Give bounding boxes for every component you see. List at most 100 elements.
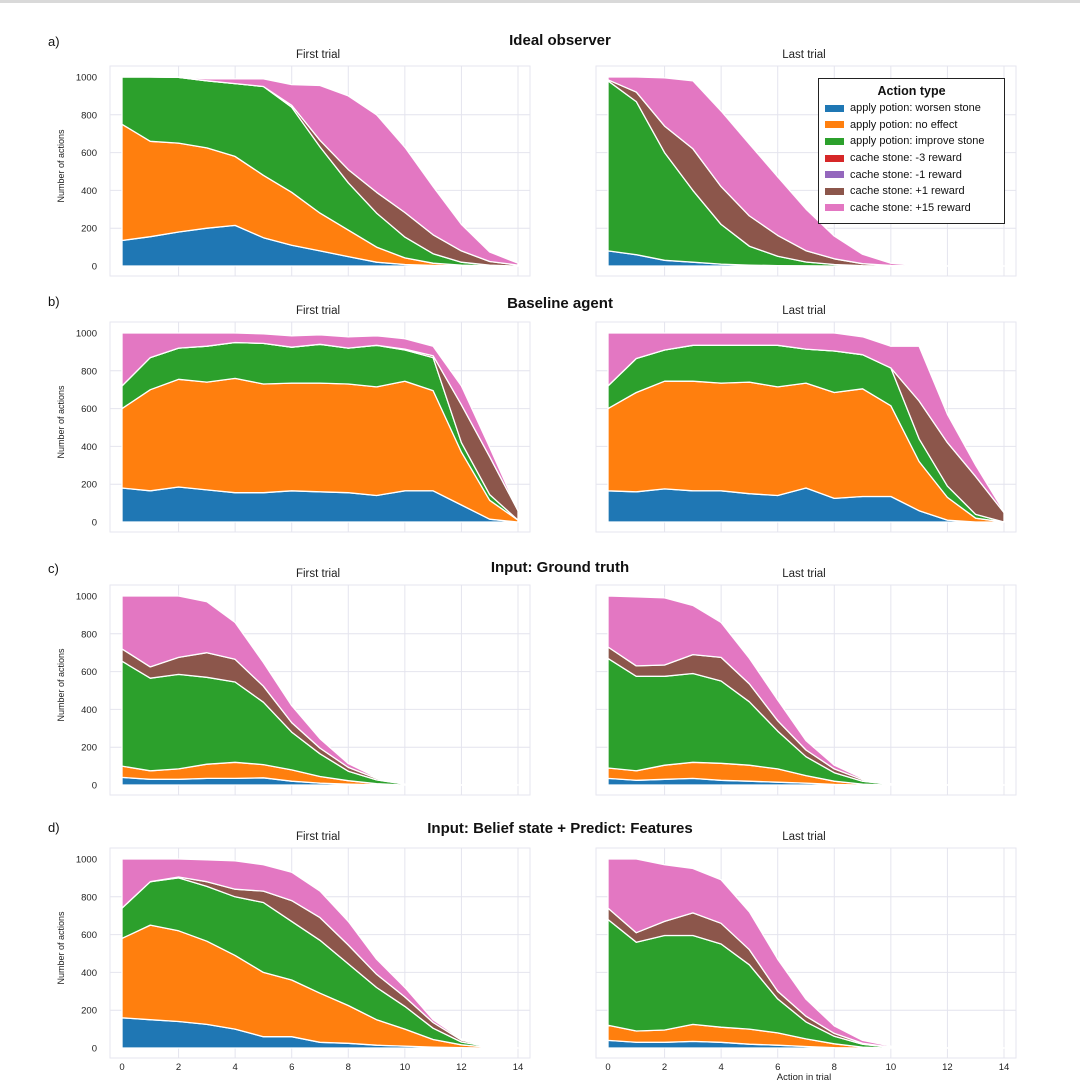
y-axis-label: Number of actions bbox=[56, 648, 66, 722]
chart-baseline-first: First trial 0 200 400 600 800 1000 Number of ac… bbox=[56, 305, 531, 533]
x-tick-label: 6 bbox=[289, 1062, 294, 1073]
x-tick-label: 8 bbox=[346, 1062, 351, 1073]
area-series bbox=[607, 76, 1005, 267]
row-title-d: Input: Belief state + Predict: Features bbox=[427, 820, 693, 837]
y-tick-label: 0 bbox=[92, 262, 97, 273]
area-series bbox=[121, 332, 519, 523]
area-cache-stone-15-reward bbox=[121, 858, 519, 1049]
legend-label-worsen: apply potion: worsen stone bbox=[850, 102, 981, 115]
y-tick-label: 200 bbox=[81, 743, 97, 754]
x-tick-label: 0 bbox=[605, 1062, 610, 1073]
x-tick-label: 10 bbox=[886, 1062, 897, 1073]
y-tick-label: 600 bbox=[81, 930, 97, 941]
chart-title: First trial bbox=[296, 831, 340, 843]
row-label-c: c) bbox=[48, 561, 59, 576]
y-tick-label: 400 bbox=[81, 186, 97, 197]
y-tick-label: 0 bbox=[92, 518, 97, 529]
chart-belief-first: First trial 0 200 400 600 800 1000 0 2 4 6 8 10 12 14 N… bbox=[56, 831, 531, 1073]
y-tick-label: 600 bbox=[81, 667, 97, 678]
legend-item-minus3: cache stone: -3 reward bbox=[819, 150, 1004, 167]
area-cache-stone-15-reward bbox=[121, 332, 519, 512]
chart-title: Last trial bbox=[782, 49, 825, 61]
area-series bbox=[607, 595, 1005, 786]
y-tick-label: 600 bbox=[81, 148, 97, 159]
chart-belief-last: Last trial 0 2 4 6 8 10 12 14 Action in trial bbox=[595, 831, 1017, 1083]
legend-item-no-effect: apply potion: no effect bbox=[819, 117, 1004, 134]
legend-item-plus1: cache stone: +1 reward bbox=[819, 183, 1004, 200]
x-tick-label: 12 bbox=[942, 1062, 953, 1073]
x-tick-label: 6 bbox=[775, 1062, 780, 1073]
area-series bbox=[607, 858, 1005, 1049]
legend-item-worsen: apply potion: worsen stone bbox=[819, 100, 1004, 117]
chart-title: First trial bbox=[296, 568, 340, 580]
y-tick-label: 1000 bbox=[76, 73, 97, 84]
x-tick-label: 10 bbox=[400, 1062, 411, 1073]
legend: Action type apply potion: worsen stone a… bbox=[818, 78, 1005, 224]
y-tick-label: 400 bbox=[81, 442, 97, 453]
y-tick-label: 0 bbox=[92, 781, 97, 792]
legend-label-improve: apply potion: improve stone bbox=[850, 135, 985, 148]
chart-groundtruth-last: Last trial bbox=[595, 568, 1017, 796]
legend-label-plus15: cache stone: +15 reward bbox=[850, 201, 971, 214]
chart-ideal-first: First trial 0 200 400 600 800 1000 Number of ac… bbox=[56, 49, 531, 277]
y-axis-label: Number of actions bbox=[56, 911, 66, 985]
y-tick-label: 1000 bbox=[76, 592, 97, 603]
legend-swatch-plus1 bbox=[825, 187, 844, 195]
row-title-b: Baseline agent bbox=[507, 295, 613, 312]
row-title-a: Ideal observer bbox=[509, 32, 611, 49]
area-cache-stone-15-reward bbox=[607, 858, 1005, 1049]
y-tick-label: 800 bbox=[81, 366, 97, 377]
x-tick-label: 14 bbox=[999, 1062, 1010, 1073]
area-series bbox=[121, 858, 519, 1049]
x-tick-label: 4 bbox=[718, 1062, 723, 1073]
y-tick-label: 1000 bbox=[76, 329, 97, 340]
area-cache-stone-15-reward bbox=[607, 332, 1005, 514]
row-title-c: Input: Ground truth bbox=[490, 559, 630, 576]
area-cache-stone-15-reward bbox=[121, 76, 519, 266]
y-axis-label: Number of actions bbox=[56, 129, 66, 203]
y-tick-label: 200 bbox=[81, 224, 97, 235]
chart-title: Last trial bbox=[782, 305, 825, 317]
row-label-a: a) bbox=[48, 34, 60, 49]
legend-label-minus3: cache stone: -3 reward bbox=[850, 152, 962, 165]
area-series bbox=[121, 595, 519, 786]
y-tick-label: 800 bbox=[81, 629, 97, 640]
legend-title: Action type bbox=[877, 84, 946, 98]
legend-label-no-effect: apply potion: no effect bbox=[850, 118, 958, 131]
legend-item-improve: apply potion: improve stone bbox=[819, 133, 1004, 150]
row-label-d: d) bbox=[48, 820, 60, 835]
chart-baseline-last: Last trial bbox=[595, 305, 1017, 533]
y-tick-label: 400 bbox=[81, 968, 97, 979]
chart-title: First trial bbox=[296, 49, 340, 61]
legend-label-minus1: cache stone: -1 reward bbox=[850, 168, 962, 181]
y-tick-label: 200 bbox=[81, 480, 97, 491]
x-tick-label: 14 bbox=[513, 1062, 524, 1073]
x-tick-label: 12 bbox=[456, 1062, 467, 1073]
legend-swatch-no-effect bbox=[825, 121, 844, 129]
chart-title: Last trial bbox=[782, 831, 825, 843]
chart-title: First trial bbox=[296, 305, 340, 317]
chart-groundtruth-first: First trial 0 200 400 600 800 1000 Number of ac… bbox=[56, 568, 531, 796]
y-tick-label: 600 bbox=[81, 404, 97, 415]
legend-swatch-plus15 bbox=[825, 204, 844, 212]
area-series bbox=[121, 76, 519, 267]
legend-label-plus1: cache stone: +1 reward bbox=[850, 185, 965, 198]
legend-swatch-minus3 bbox=[825, 154, 844, 162]
area-cache-stone-15-reward bbox=[121, 595, 519, 786]
top-border bbox=[0, 0, 1080, 3]
area-cache-stone-15-reward bbox=[607, 76, 1005, 267]
x-tick-label: 8 bbox=[832, 1062, 837, 1073]
y-tick-label: 400 bbox=[81, 705, 97, 716]
x-tick-label: 0 bbox=[119, 1062, 124, 1073]
legend-swatch-minus1 bbox=[825, 171, 844, 179]
y-tick-label: 1000 bbox=[76, 855, 97, 866]
legend-swatch-worsen bbox=[825, 104, 844, 112]
row-label-b: b) bbox=[48, 294, 60, 309]
x-tick-label: 2 bbox=[662, 1062, 667, 1073]
legend-swatch-improve bbox=[825, 137, 844, 145]
x-axis-label: Action in trial bbox=[777, 1072, 831, 1083]
y-tick-label: 800 bbox=[81, 110, 97, 121]
y-tick-label: 800 bbox=[81, 892, 97, 903]
legend-item-plus15: cache stone: +15 reward bbox=[819, 200, 1004, 217]
